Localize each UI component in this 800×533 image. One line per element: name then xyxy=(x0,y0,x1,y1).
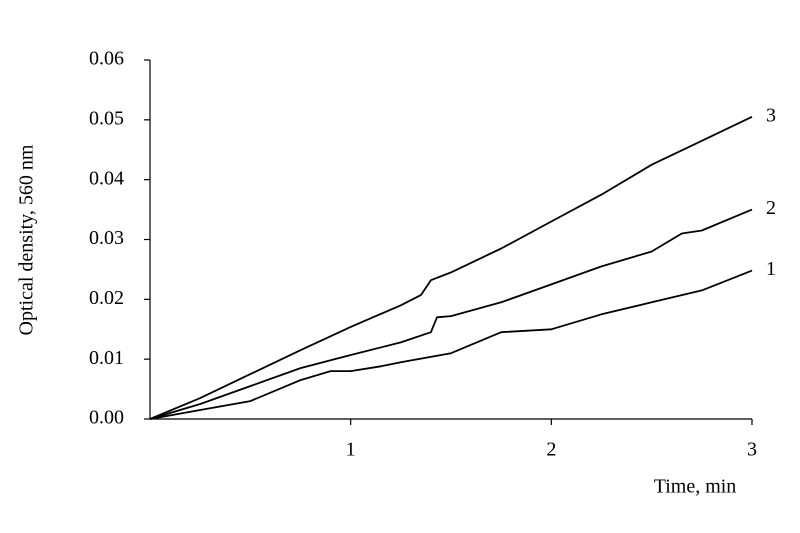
line-series xyxy=(149,115,753,420)
series-label: 1 xyxy=(766,258,776,280)
y-tick-label: 0.03 xyxy=(89,227,124,249)
y-tick-label: 0.06 xyxy=(89,48,124,70)
y-tick-label: 0.01 xyxy=(89,347,124,369)
y-tick-label: 0.02 xyxy=(89,287,124,309)
series-label: 3 xyxy=(766,104,776,126)
series-label: 2 xyxy=(766,197,776,219)
y-axis-title: Optical density, 560 nm xyxy=(16,144,38,335)
line-series xyxy=(149,208,753,420)
x-axis-title: Time, min xyxy=(654,476,737,498)
y-tick-label: 0.05 xyxy=(89,107,124,129)
x-tick-label: 2 xyxy=(546,439,556,461)
y-tick-label: 0.04 xyxy=(89,167,124,189)
x-tick-label: 3 xyxy=(747,439,757,461)
y-tick-label: 0.00 xyxy=(89,407,124,429)
x-tick-label: 1 xyxy=(346,439,356,461)
line-series xyxy=(149,269,753,420)
